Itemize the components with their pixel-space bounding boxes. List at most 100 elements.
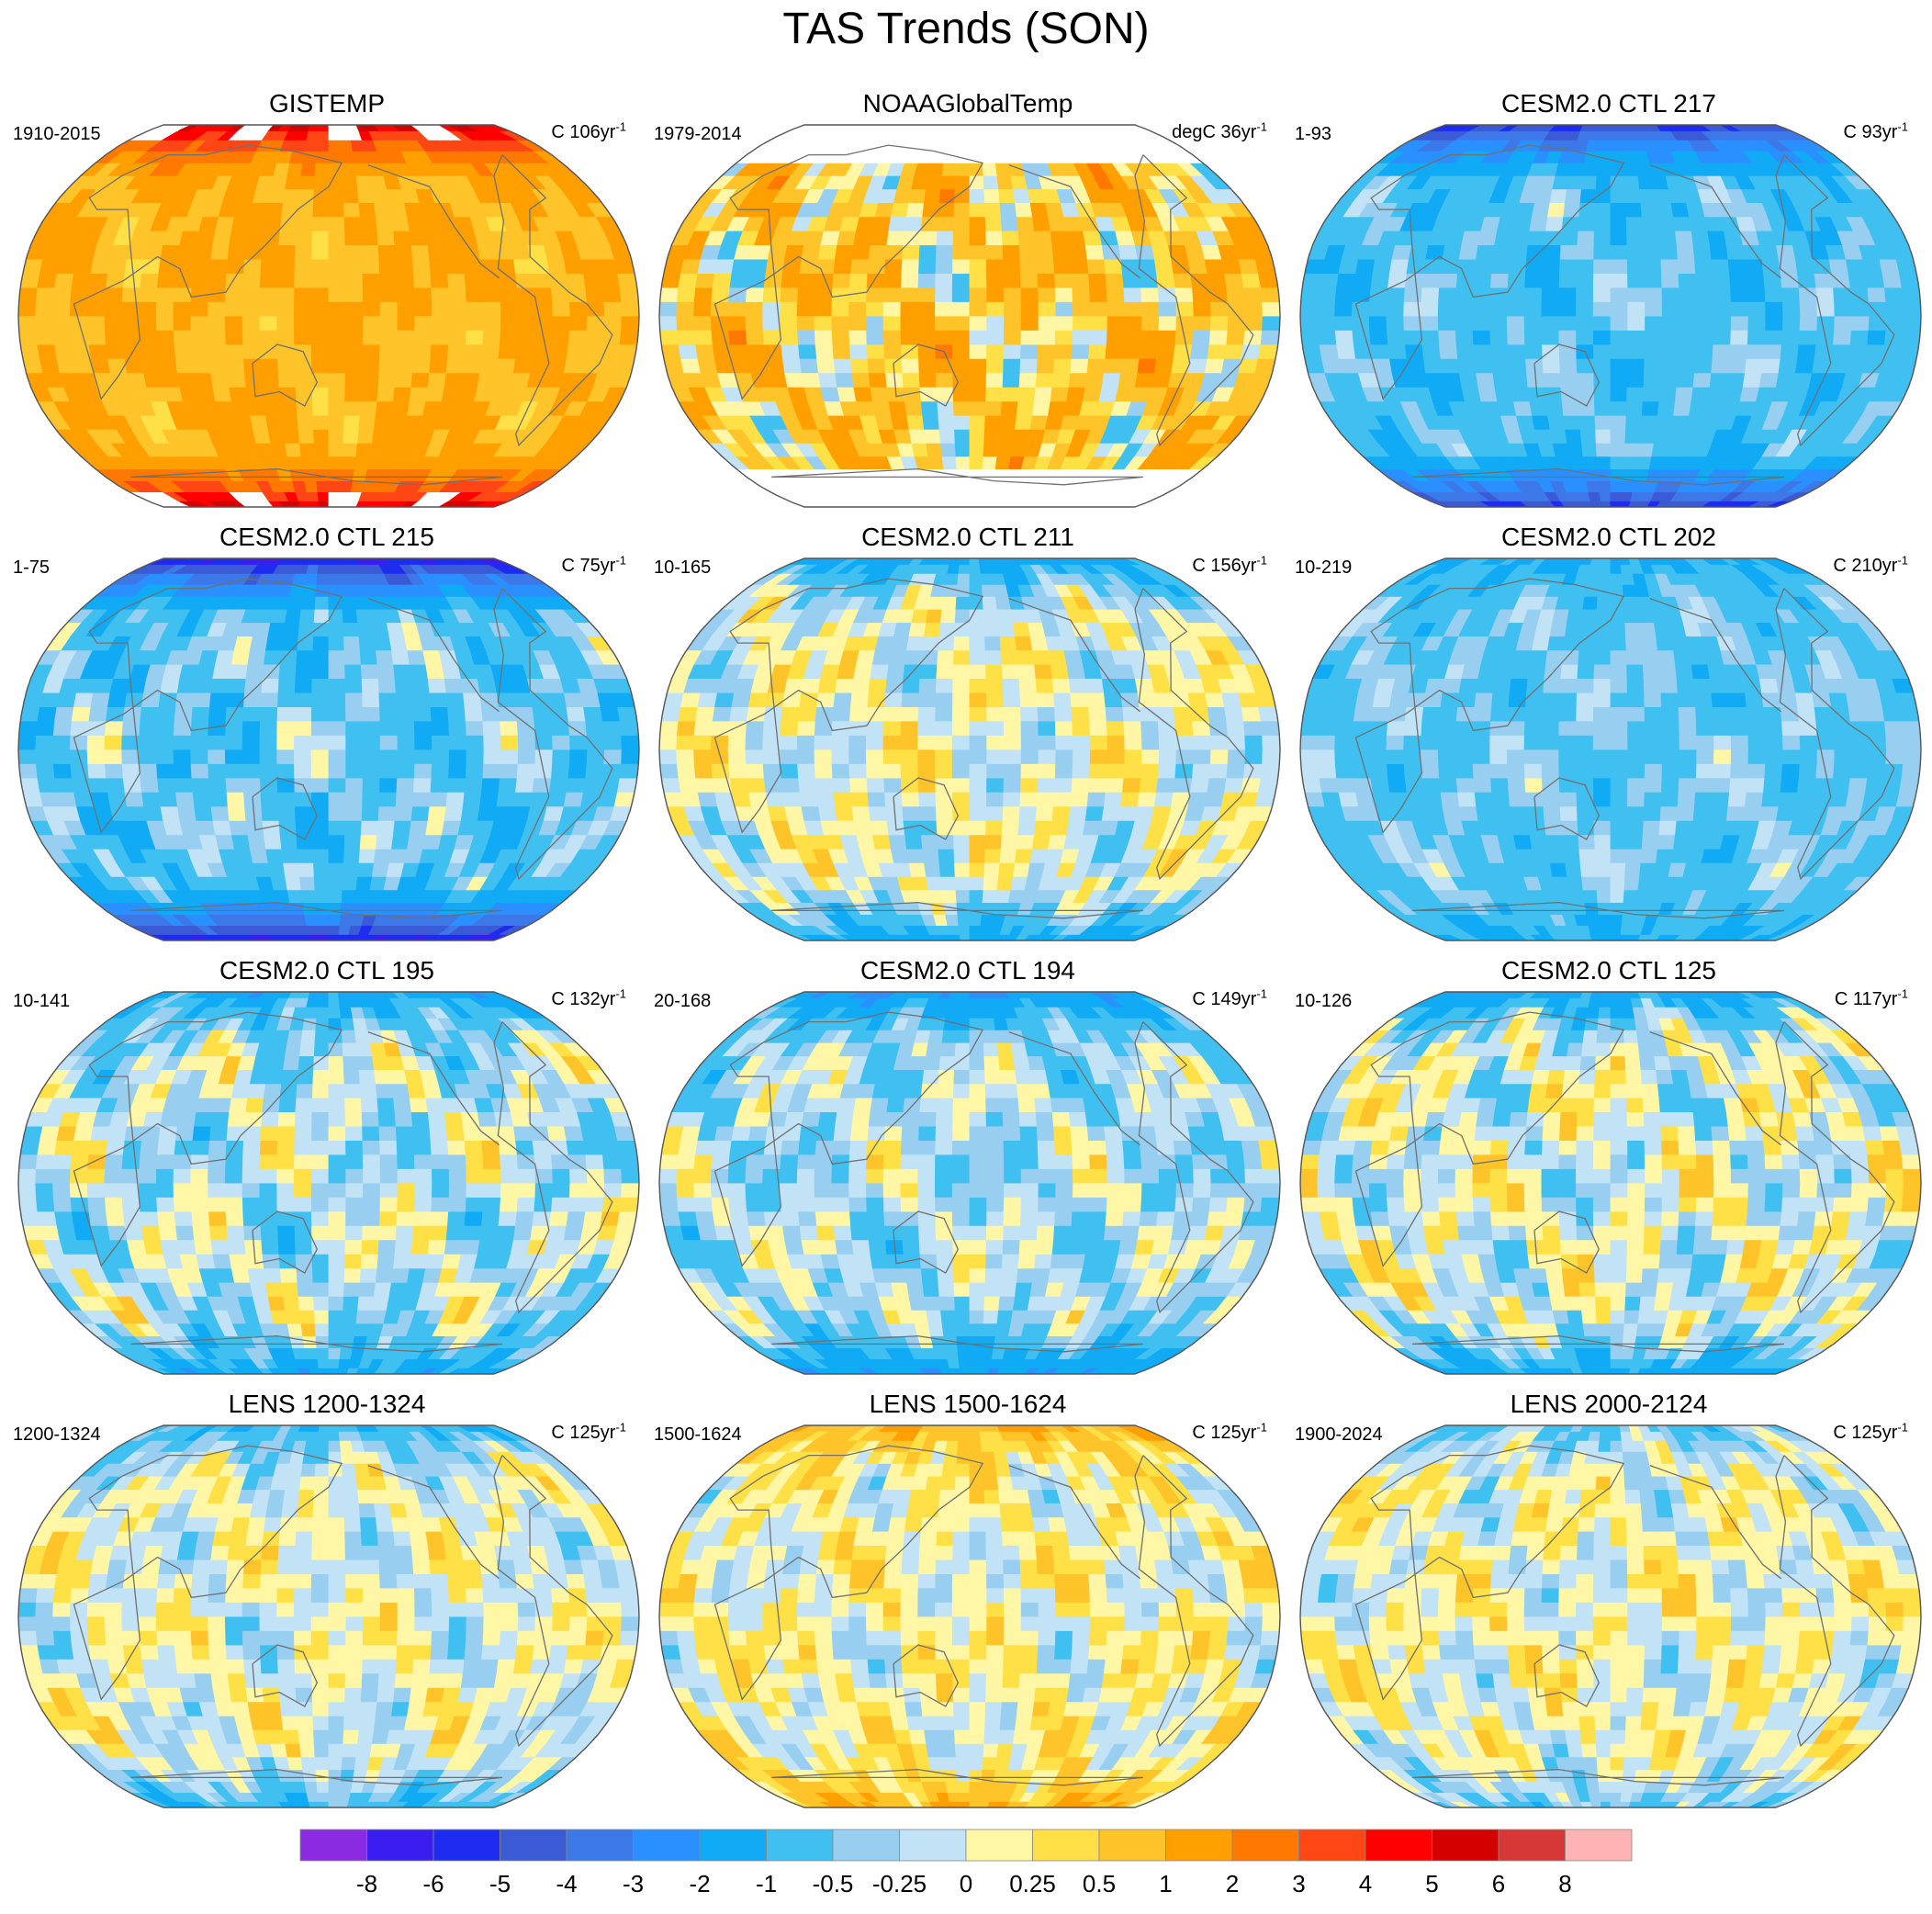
trend-cell [1368, 315, 1387, 331]
trend-cell [1124, 301, 1143, 317]
trend-cell [179, 663, 200, 680]
trend-cell [242, 777, 262, 793]
trend-cell [208, 706, 228, 722]
trend-cell [969, 414, 986, 430]
trend-cell [1511, 386, 1531, 402]
trend-cell [1610, 273, 1629, 288]
trend-cell [1673, 216, 1692, 231]
trend-cell [837, 230, 858, 246]
trend-cell [226, 791, 245, 807]
trend-cell [1140, 301, 1161, 317]
trend-cell [328, 343, 347, 359]
trend-cell [187, 125, 210, 131]
trend-cell [500, 720, 519, 736]
trend-cell [226, 692, 245, 708]
trend-cell [397, 735, 416, 750]
trend-cell [515, 777, 535, 793]
trend-cell [300, 889, 317, 904]
trend-cell [328, 763, 347, 779]
trend-cell [1054, 777, 1073, 793]
trend-cell [138, 735, 158, 750]
trend-cell [242, 735, 261, 750]
trend-cell [1455, 315, 1474, 331]
trend-cell [86, 301, 106, 317]
trend-cell [917, 315, 936, 331]
trend-cell [835, 805, 855, 821]
trend-cell [695, 777, 715, 793]
trend-cell [190, 749, 209, 764]
trend-cell [969, 491, 982, 501]
trend-cell [328, 357, 346, 374]
trend-cell [35, 330, 56, 345]
trend-cell [1589, 125, 1602, 131]
trend-cell [328, 834, 346, 850]
trend-cell [308, 501, 320, 507]
trend-cell [310, 301, 330, 317]
trend-cell [445, 357, 466, 374]
trend-cell [1000, 834, 1019, 850]
trend-cell [317, 491, 330, 501]
trend-cell [866, 330, 885, 345]
trend-cell [344, 678, 364, 693]
trend-cell [1157, 330, 1177, 345]
trend-cell [298, 175, 316, 190]
trend-cell [779, 301, 799, 317]
trend-cell [851, 805, 871, 821]
trend-cell [1301, 343, 1322, 359]
trend-cell [311, 357, 330, 374]
trend-cell [1582, 456, 1599, 470]
trend-cell [1387, 343, 1408, 359]
trend-cell [1797, 273, 1817, 288]
trend-cell [1140, 749, 1161, 764]
trend-cell [1828, 258, 1849, 275]
trend-cell [1674, 125, 1692, 131]
trend-cell [867, 258, 886, 275]
trend-cell [311, 230, 330, 246]
map-panel: CESM2.0 CTL 211 10-165 C 156yr-1 [646, 522, 1289, 953]
trend-cell [394, 244, 413, 260]
trend-cell [1004, 301, 1022, 317]
trend-cell [728, 763, 747, 779]
trend-cell [259, 287, 278, 302]
trend-cell [1134, 805, 1155, 821]
trend-cell [904, 834, 924, 850]
trend-cell [409, 663, 429, 680]
trend-cell [924, 188, 941, 203]
trend-cell [1209, 735, 1230, 750]
trend-cell [984, 414, 1002, 430]
trend-cell [496, 692, 516, 708]
trend-cell [192, 791, 212, 807]
trend-cell [856, 400, 876, 416]
trend-cell [86, 735, 106, 750]
trend-cell [355, 558, 370, 565]
trend-cell [359, 216, 378, 231]
trend-cell [357, 188, 375, 203]
trend-cell [814, 763, 834, 779]
trend-cell [918, 357, 937, 374]
trend-cell [242, 720, 261, 736]
trend-cell [294, 330, 312, 345]
trend-cell [1549, 188, 1568, 203]
trend-cell [1627, 287, 1646, 302]
trend-cell [304, 480, 319, 493]
trend-cell [927, 456, 945, 470]
trend-cell [1626, 230, 1645, 246]
trend-cell [982, 889, 998, 904]
trend-cell [245, 230, 264, 246]
trend-cell [192, 357, 212, 374]
trend-cell [1588, 130, 1601, 141]
trend-cell [227, 244, 247, 260]
trend-cell [762, 315, 781, 331]
trend-cell [121, 763, 141, 779]
trend-cell [710, 301, 730, 317]
trend-cell [475, 558, 500, 565]
trend-cell [328, 442, 344, 457]
trend-cell [530, 357, 550, 374]
trend-cell [328, 456, 343, 470]
trend-cell [376, 819, 396, 836]
trend-cell [175, 791, 196, 807]
trend-cell [285, 175, 302, 190]
trend-cell [1421, 343, 1442, 359]
trend-cell [88, 706, 108, 722]
trend-cell [314, 163, 330, 176]
